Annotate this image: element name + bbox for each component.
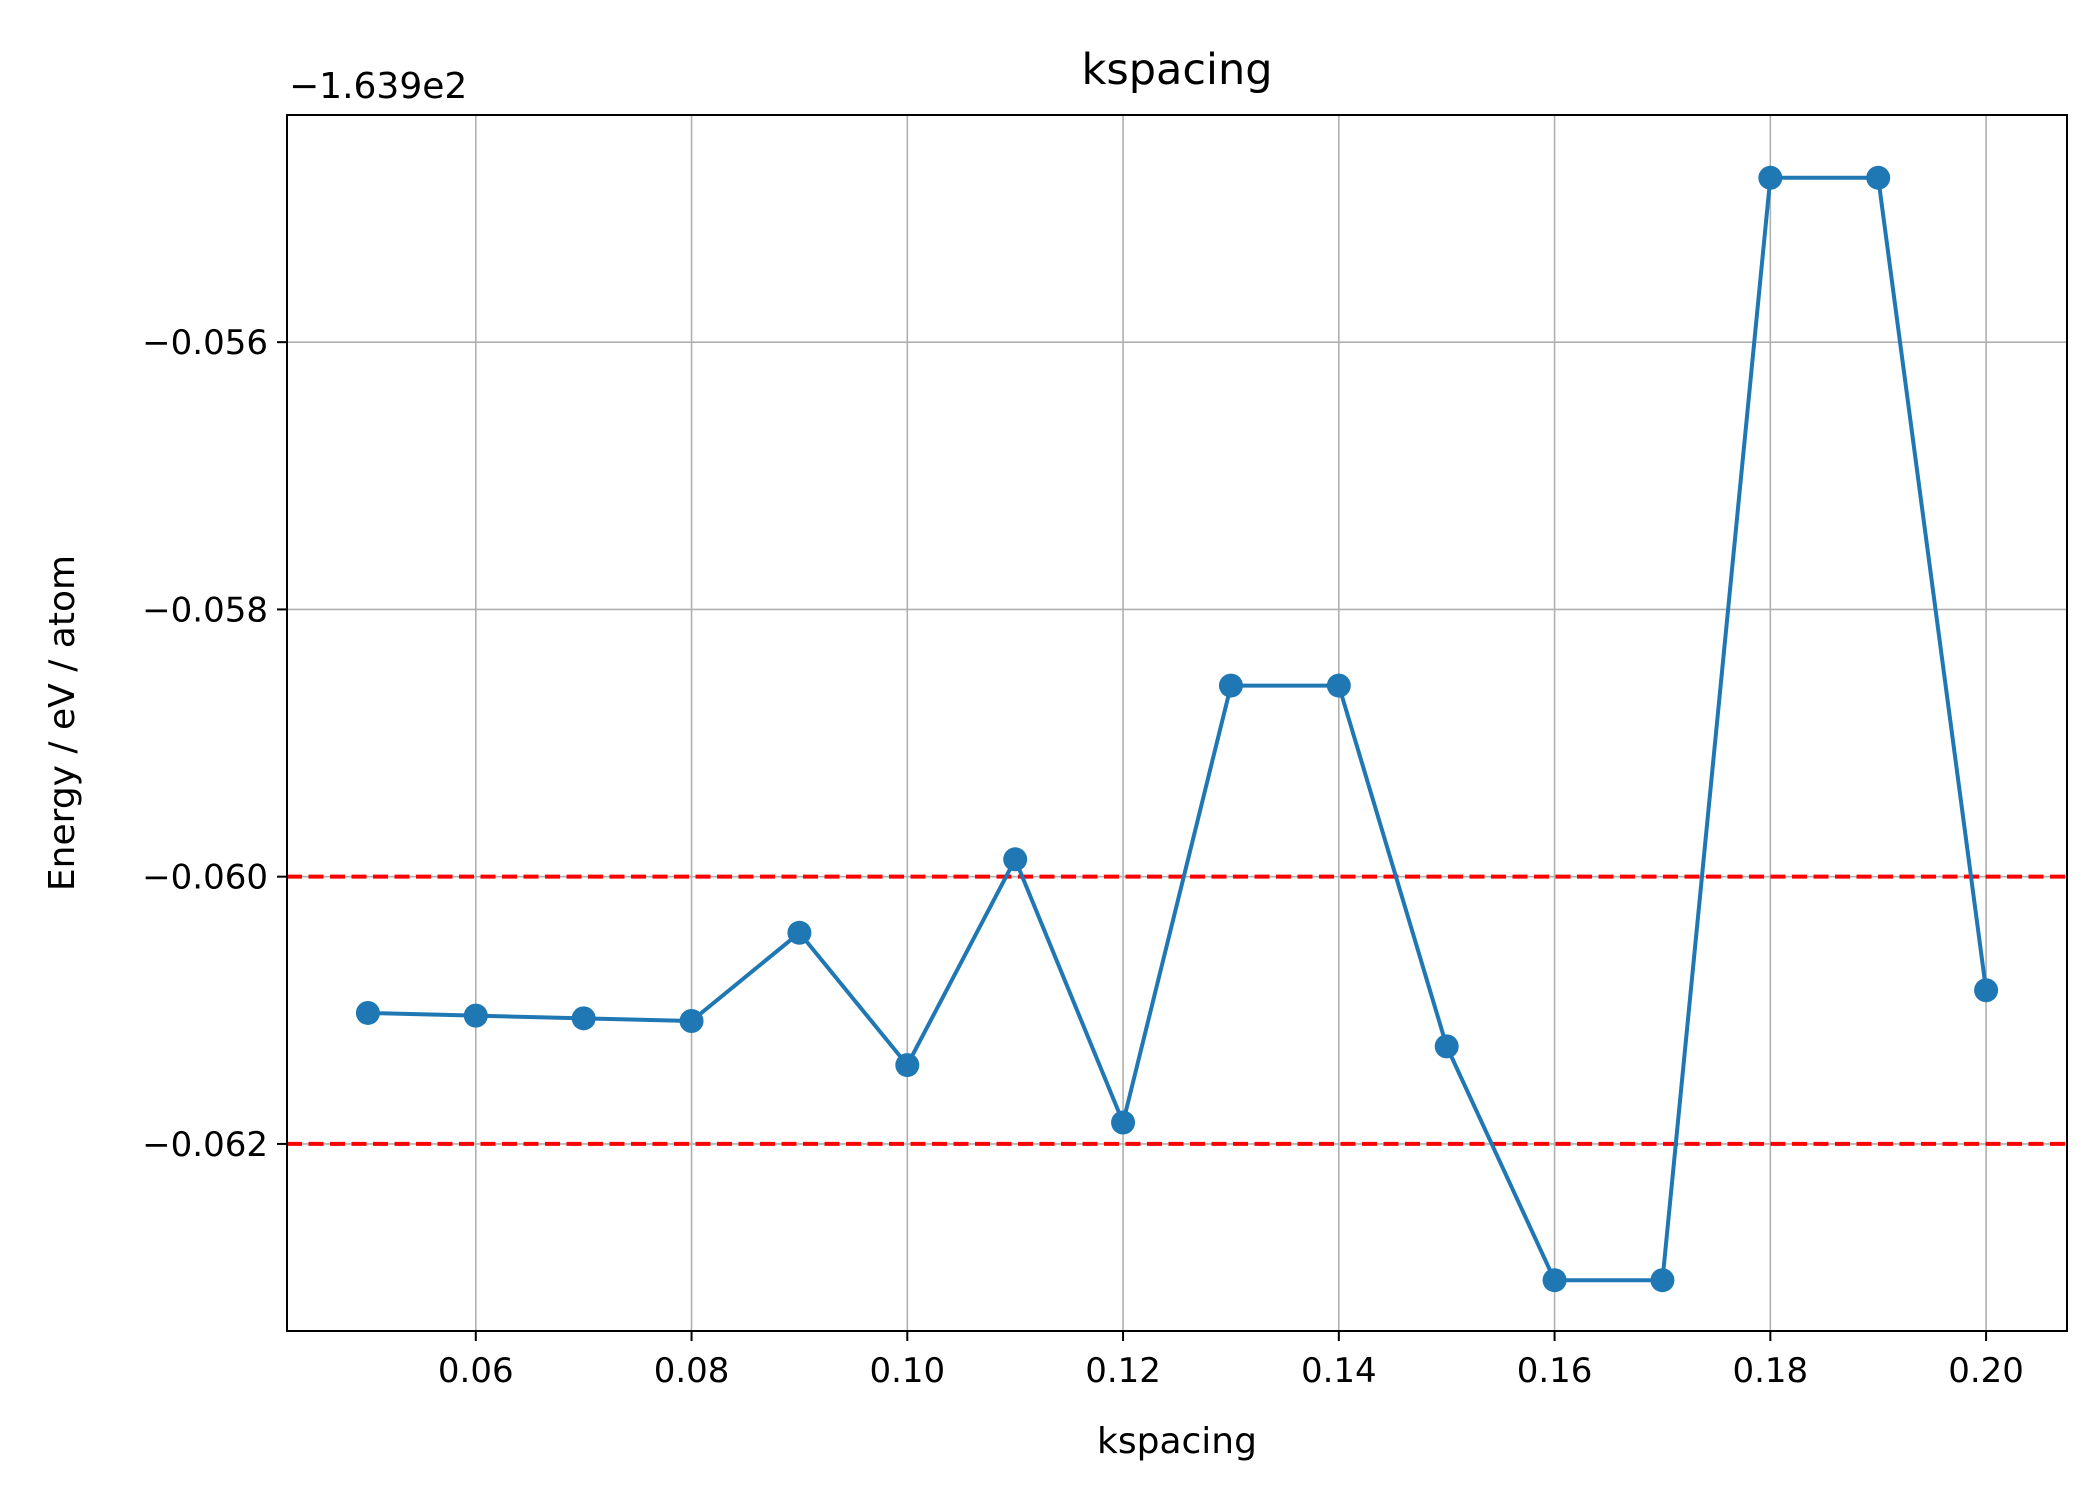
x-tick-label: 0.16 <box>1517 1351 1593 1391</box>
data-point <box>1111 1110 1136 1135</box>
data-point <box>1003 847 1028 872</box>
x-tick-label: 0.06 <box>438 1351 514 1391</box>
tick-layer: 0.06 0.08 0.10 0.12 0.14 0.16 0.18 0.20 −0.056 −0… <box>142 323 2024 1391</box>
data-point <box>1866 165 1891 190</box>
x-axis-label: kspacing <box>1097 1421 1257 1462</box>
data-point <box>463 1003 488 1028</box>
y-tick-label: −0.056 <box>142 323 268 363</box>
y-tick-label: −0.058 <box>142 590 268 630</box>
x-tick-label: 0.14 <box>1301 1351 1377 1391</box>
data-point <box>1758 165 1783 190</box>
data-point <box>355 1000 380 1025</box>
data-point <box>787 920 812 945</box>
data-point <box>895 1053 920 1078</box>
x-tick-label: 0.18 <box>1732 1351 1808 1391</box>
x-tick-label: 0.08 <box>654 1351 730 1391</box>
data-point <box>1974 978 1999 1003</box>
grid-layer <box>287 115 2067 1331</box>
series-layer <box>355 165 1999 1293</box>
data-point <box>1326 673 1351 698</box>
series-line <box>367 175 1989 1283</box>
data-point <box>1434 1034 1459 1059</box>
reference-lines-layer <box>287 874 2067 1146</box>
y-offset-label: −1.639e2 <box>289 66 467 107</box>
x-tick-label: 0.10 <box>869 1351 945 1391</box>
data-point <box>1542 1268 1567 1293</box>
data-point <box>571 1006 596 1031</box>
data-point <box>1650 1268 1675 1293</box>
data-point <box>1218 673 1243 698</box>
y-tick-label: −0.062 <box>142 1125 268 1165</box>
plot-frame <box>286 114 2068 1332</box>
x-tick-label: 0.12 <box>1085 1351 1161 1391</box>
chart-title: kspacing <box>1081 45 1272 95</box>
x-tick-label: 0.20 <box>1948 1351 2024 1391</box>
data-point <box>679 1008 704 1033</box>
y-axis-label: Energy / eV / atom <box>42 555 83 891</box>
y-tick-label: −0.060 <box>142 858 268 898</box>
